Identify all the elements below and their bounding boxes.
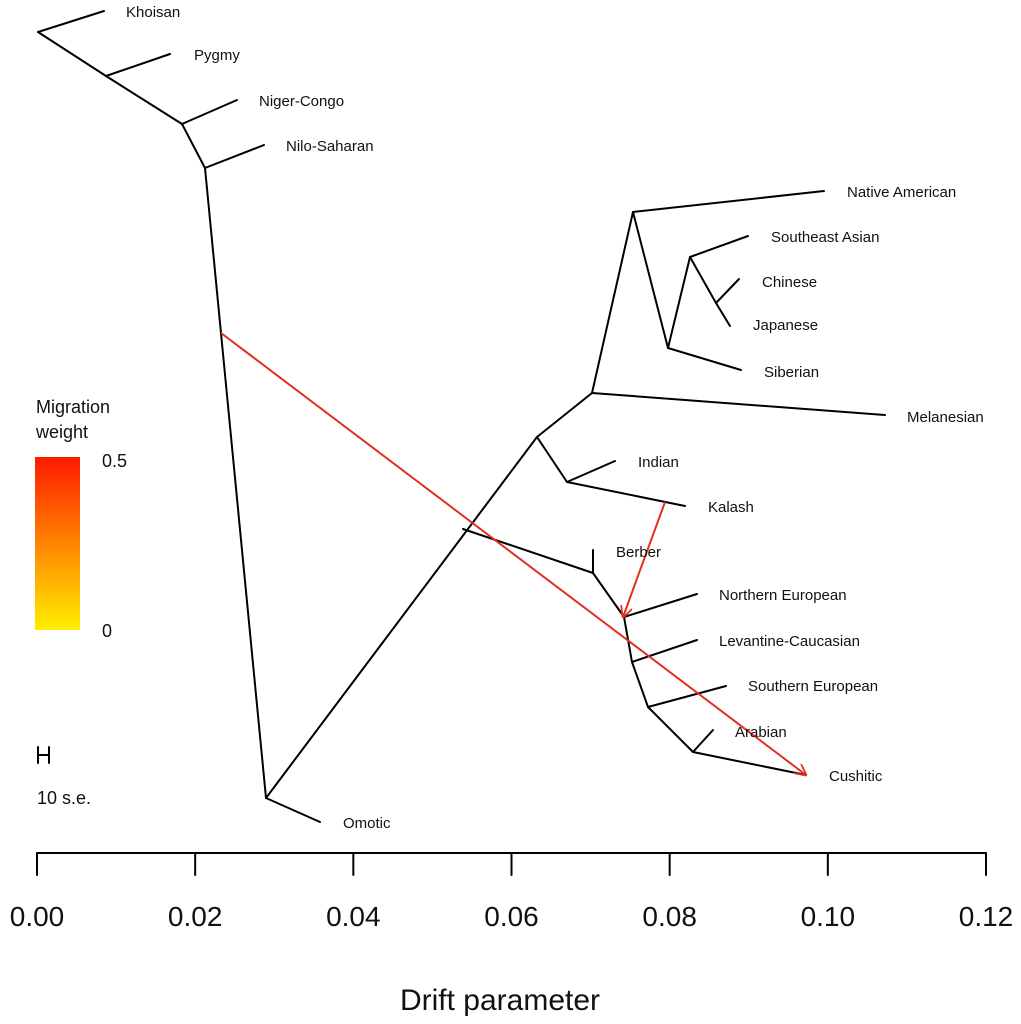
branch-southern-european (647, 685, 727, 708)
x-axis-label: Drift parameter (400, 984, 600, 1017)
label-kalash: Kalash (708, 499, 754, 516)
branch-trunk (204, 167, 267, 799)
branch-japanese (715, 302, 731, 327)
label-berber: Berber (616, 544, 661, 561)
branch-nilo-saharan (204, 144, 265, 169)
x-axis: 0.00 0.02 0.04 0.06 0.08 0.10 0.12 Drift param… (10, 852, 1014, 1017)
west-eurasian-clade (462, 528, 807, 776)
x-tick-label-5: 0.10 (801, 901, 856, 932)
branch-native-american (632, 190, 825, 213)
african-clade (37, 10, 321, 823)
legend-title-line1: Migration (36, 397, 110, 417)
label-southern-european: Southern European (748, 678, 878, 695)
branch-northern-european (623, 593, 698, 618)
label-japanese: Japanese (753, 317, 818, 334)
branch-west-stem-2 (592, 572, 625, 618)
x-tick-label-3: 0.06 (484, 901, 539, 932)
branch-stem-2 (181, 123, 206, 169)
branch-arabian (692, 729, 714, 753)
label-siberian: Siberian (764, 364, 819, 381)
branch-kalash (566, 481, 686, 507)
branch-east-stem (591, 211, 634, 394)
branch-khoisan-pygmy-stem (37, 31, 107, 77)
branch-levantine-caucasian (631, 639, 698, 663)
x-tick-label-4: 0.08 (642, 901, 697, 932)
branch-southeast-asian (689, 235, 749, 258)
x-tick-label-6: 0.12 (959, 901, 1014, 932)
x-axis-ticks: 0.00 0.02 0.04 0.06 0.08 0.10 0.12 (10, 852, 1014, 932)
branch-khoisan (37, 10, 105, 33)
tip-labels: Khoisan Pygmy Niger-Congo Nilo-Saharan N… (126, 4, 984, 832)
branch-west-stem-5 (647, 706, 694, 753)
label-cushitic: Cushitic (829, 768, 883, 785)
migration-legend: Migration weight 0.5 0 (35, 397, 127, 641)
migration-edge-kalash-to-west (623, 501, 666, 617)
label-levantine-caucasian: Levantine-Caucasian (719, 633, 860, 650)
branch-indian (566, 460, 616, 483)
branch-south-asian-stem (536, 436, 568, 483)
branch-stem-1 (105, 75, 183, 125)
branch-ea-sub-stem (667, 256, 691, 349)
branch-asia-stem (536, 392, 593, 438)
legend-title-line2: weight (35, 422, 88, 442)
migration-edges (220, 332, 806, 775)
label-arabian: Arabian (735, 724, 787, 741)
label-omotic: Omotic (343, 815, 391, 832)
label-niger-congo: Niger-Congo (259, 93, 344, 110)
x-tick-label-0: 0.00 (10, 901, 65, 932)
scale-bar-label: 10 s.e. (37, 788, 91, 808)
label-khoisan: Khoisan (126, 4, 180, 21)
legend-min-label: 0 (102, 621, 112, 641)
label-northern-european: Northern European (719, 587, 847, 604)
branch-west-stem-4 (631, 661, 649, 708)
branch-cj-stem (689, 256, 717, 304)
migration-edge-to-cushitic (220, 332, 806, 775)
branch-cushitic (692, 751, 807, 776)
label-melanesian: Melanesian (907, 409, 984, 426)
legend-color-bar (35, 457, 80, 630)
x-tick-label-2: 0.04 (326, 901, 381, 932)
label-southeast-asian: Southeast Asian (771, 229, 879, 246)
branch-east-asian-stem (632, 211, 669, 349)
label-nilo-saharan: Nilo-Saharan (286, 138, 374, 155)
branch-pygmy (105, 53, 171, 77)
branch-chinese (715, 278, 740, 304)
eurasian-clade (265, 190, 886, 799)
label-indian: Indian (638, 454, 679, 471)
branch-eurasian-stem (265, 436, 538, 799)
x-tick-label-1: 0.02 (168, 901, 223, 932)
branch-omotic (265, 797, 321, 823)
branch-siberian (667, 347, 742, 371)
scale-bar: 10 s.e. (37, 746, 91, 808)
label-pygmy: Pygmy (194, 47, 240, 64)
label-chinese: Chinese (762, 274, 817, 291)
label-native-american: Native American (847, 184, 956, 201)
branch-melanesian (591, 392, 886, 416)
branch-niger-congo (181, 99, 238, 125)
branch-west-stem (462, 528, 594, 574)
scale-bar-glyph (37, 746, 50, 764)
legend-max-label: 0.5 (102, 451, 127, 471)
